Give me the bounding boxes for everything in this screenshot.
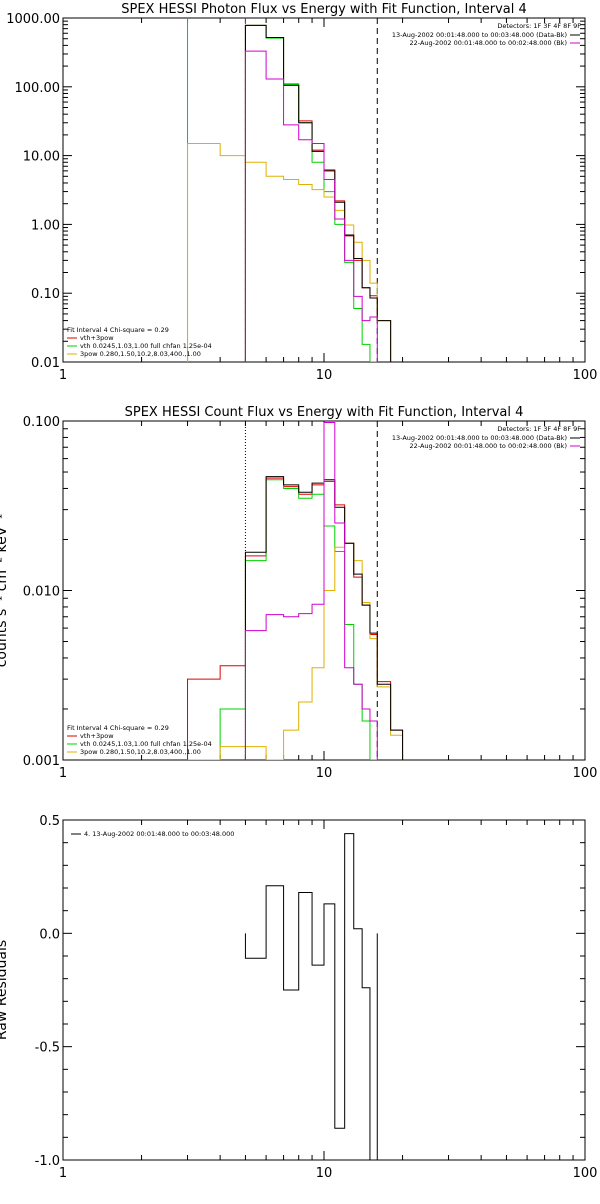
legend-residual-entry: 4. 13-Aug-2002 00:01:48.000 to 00:03:48.… [84, 830, 234, 838]
y-tick-label: 1000.00 [6, 12, 60, 27]
x-tick-label: 100 [573, 1166, 598, 1181]
x-tick-label: 10 [316, 766, 333, 781]
series-line [187, 477, 404, 760]
legend-fit-entry: 3pow 0.280,1.50,10.2,8.03,400.,1.00 [80, 350, 201, 358]
x-tick-label: 1 [59, 1166, 67, 1181]
legend-time-range: 22-Aug-2002 00:01:48.000 to 00:02:48.000… [410, 39, 567, 47]
series-line [244, 476, 404, 760]
y-tick-label: -1.0 [35, 1154, 60, 1169]
legend-time-range: 13-Aug-2002 00:01:48.000 to 00:03:48.000… [392, 434, 567, 442]
legend-time-range: 13-Aug-2002 00:01:48.000 to 00:03:48.000… [392, 31, 567, 39]
legend-fit-header: Fit Interval 4 Chi-square = 0.29 [67, 326, 169, 334]
y-axis-label: counts s⁻¹ cm⁻² keV⁻¹ [0, 514, 10, 668]
legend-fit-entry: vth+3pow [80, 334, 114, 342]
legend-detectors: Detectors: 1F 3F 4F 8F 9F [497, 425, 581, 433]
chart-title-count: SPEX HESSI Count Flux vs Energy with Fit… [125, 405, 524, 420]
legend-detectors: Detectors: 1F 3F 4F 8F 9F [497, 22, 581, 30]
series-line [244, 24, 378, 362]
x-tick-label: 100 [573, 766, 598, 781]
legend-fit-entry: 3pow 0.280,1.50,10.2,8.03,400.,1.00 [80, 748, 201, 756]
plot-frame-residuals [62, 819, 586, 1161]
legend-time-range: 22-Aug-2002 00:01:48.000 to 00:02:48.000… [410, 442, 567, 450]
legend-fit-entry: vth+3pow [80, 732, 114, 740]
legend-fit-entry: vth 0.0245,1.03,1.00 full chfan 1.25e-04 [80, 342, 212, 350]
y-tick-label: 10.00 [23, 150, 60, 165]
y-tick-label: 0.001 [23, 754, 60, 769]
y-tick-label: 0.100 [23, 415, 60, 430]
y-tick-label: -0.5 [35, 1041, 60, 1056]
x-tick-label: 10 [316, 1166, 333, 1181]
series-group-count [187, 421, 404, 760]
chart-title-photon: SPEX HESSI Photon Flux vs Energy with Fi… [121, 2, 527, 17]
y-tick-label: 0.5 [39, 814, 60, 829]
x-tick-label: 100 [573, 368, 598, 383]
x-tick-label: 1 [59, 766, 67, 781]
legend-fit-entry: vth 0.0245,1.03,1.00 full chfan 1.25e-04 [80, 740, 212, 748]
series-line [244, 421, 378, 760]
series-group-photon [187, 24, 403, 362]
y-tick-label: 0.0 [39, 927, 60, 942]
series-line [187, 142, 403, 362]
legend-fit-header: Fit Interval 4 Chi-square = 0.29 [67, 724, 169, 732]
y-tick-label: 1.00 [31, 218, 60, 233]
y-tick-label: 100.00 [15, 81, 61, 96]
y-tick-label: 0.10 [31, 287, 60, 302]
series-line [244, 50, 378, 362]
series-line [244, 833, 378, 1160]
series-group-residuals [244, 833, 378, 1160]
x-tick-label: 10 [316, 368, 333, 383]
y-tick-label: 0.010 [23, 585, 60, 600]
series-line [187, 479, 378, 760]
x-tick-label: 1 [59, 368, 67, 383]
y-tick-label: 0.01 [31, 356, 60, 371]
y-axis-label: Raw Residuals [0, 940, 10, 1040]
